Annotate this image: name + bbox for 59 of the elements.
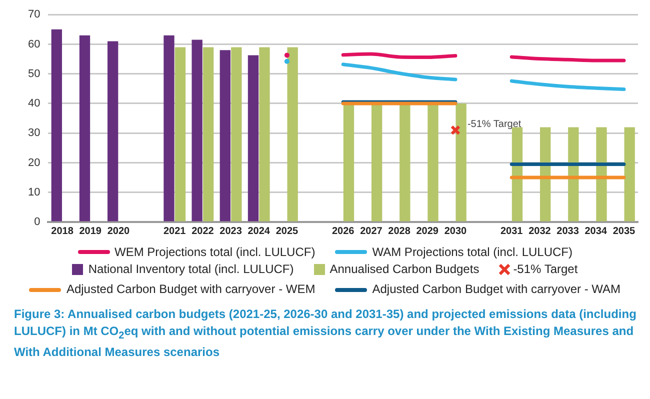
bar <box>79 35 90 222</box>
x-tick-label: 2019 <box>79 226 102 237</box>
bar <box>343 103 354 222</box>
bar <box>596 127 607 222</box>
x-tick-label: 2029 <box>416 226 439 237</box>
y-tick-label: 30 <box>28 127 40 140</box>
y-tick-label: 10 <box>28 186 40 198</box>
bar <box>371 103 382 222</box>
bar <box>51 29 62 222</box>
x-tick-label: 2034 <box>584 226 608 237</box>
x-tick-label: 2035 <box>612 226 636 237</box>
y-tick-label: 0 <box>34 216 40 228</box>
legend-label: Adjusted Carbon Budget with carryover - WEM <box>66 281 316 298</box>
x-tick-label: 2025 <box>276 226 299 237</box>
point <box>450 125 460 136</box>
x-tick-label: 2032 <box>528 226 552 237</box>
bar <box>259 47 270 222</box>
legend-label: Adjusted Carbon Budget with carryover - WAM <box>372 281 621 298</box>
x-tick-label: 2022 <box>192 226 214 237</box>
y-tick-label: 40 <box>28 98 40 110</box>
bar <box>456 103 466 222</box>
y-tick-label: 20 <box>28 156 40 169</box>
bar <box>220 50 230 222</box>
legend-label: -51% Target <box>513 260 578 278</box>
bar <box>287 47 298 222</box>
y-tick-label: 60 <box>28 38 40 50</box>
bar <box>164 35 174 222</box>
legend-label: WEM Projections total (incl. LULUCF) <box>114 244 316 260</box>
bar <box>231 47 242 222</box>
legend-label: Annualised Carbon Budgets <box>330 260 480 278</box>
y-tick-label: 50 <box>28 68 40 80</box>
bar <box>248 55 259 222</box>
bar <box>202 47 214 222</box>
bar <box>192 40 202 222</box>
point <box>284 58 290 64</box>
x-tick-label: 2021 <box>163 226 186 237</box>
x-tick-label: 2020 <box>107 226 130 237</box>
x-tick-label: 2030 <box>444 226 468 237</box>
bar <box>428 103 438 222</box>
bar <box>568 127 579 222</box>
legend-label: National Inventory total (incl. LULUCF) <box>88 260 294 278</box>
text: Figure 3: Annualised carbon budgets (2021-25, 2026-30 and 2031-35) and projected emissions data (including LULUCF) in Mt CO$_{2}$eq with and without potential emissions carry over under the With Existing Measures and With Additional Measures scenarios <box>13 306 638 362</box>
x-tick-label: 2027 <box>360 226 383 237</box>
x-tick-label: 2028 <box>388 226 411 237</box>
annotation: -51% Target <box>467 118 522 130</box>
bar <box>174 47 186 222</box>
bar <box>400 103 410 222</box>
x-tick-label: 2031 <box>500 226 524 237</box>
x-tick-label: 2024 <box>248 226 270 237</box>
x-tick-label: 2018 <box>51 226 74 237</box>
y-tick-label: 70 <box>28 8 40 21</box>
x-tick-label: 2033 <box>556 226 580 237</box>
bar <box>107 41 118 222</box>
point <box>284 52 290 58</box>
bar <box>540 127 551 222</box>
x-tick-label: 2023 <box>220 226 242 237</box>
legend-label: WAM Projections total (incl. LULUCF) <box>372 244 572 260</box>
x-tick-label: 2026 <box>332 226 355 237</box>
bar <box>624 127 635 222</box>
